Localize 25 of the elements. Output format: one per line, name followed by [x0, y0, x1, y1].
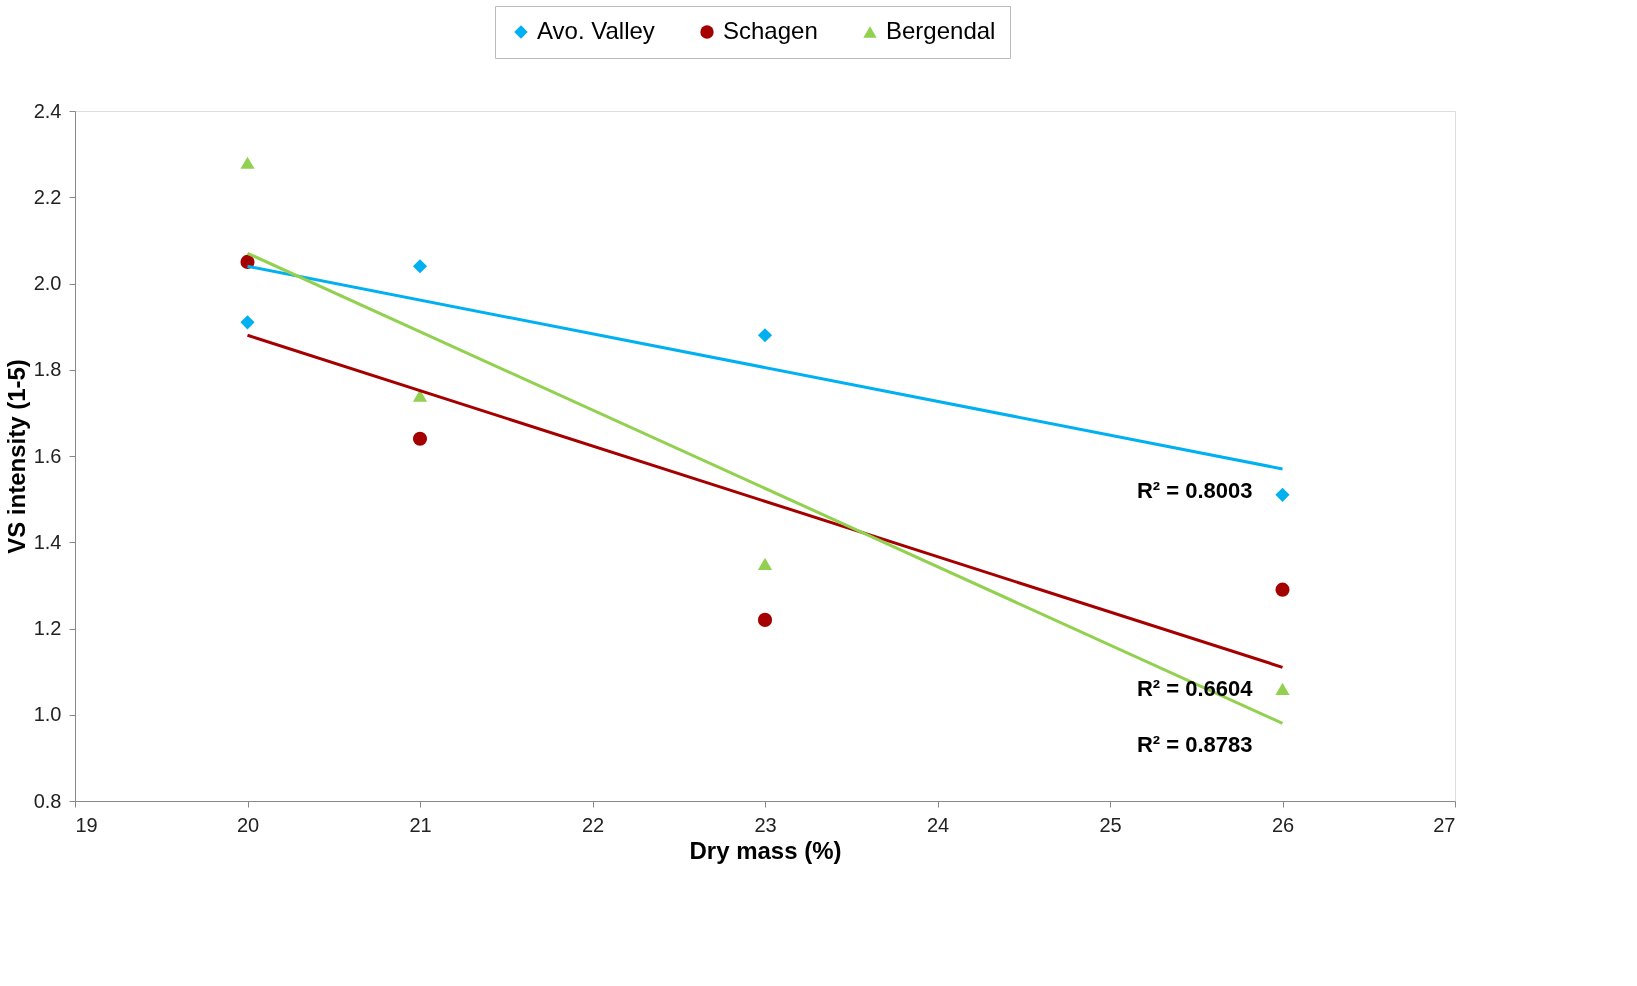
y-axis-title: VS intensity (1-5) [2, 359, 30, 554]
y-tick-label: 1.8 [33, 358, 62, 381]
y-tick-label: 0.8 [33, 789, 62, 812]
legend-label: Avo. Valley [537, 17, 655, 44]
x-tick-label: 20 [236, 813, 260, 836]
y-tick-label: 1.0 [33, 703, 62, 726]
legend-label: Schagen [723, 17, 818, 44]
x-tick-label: 23 [754, 813, 777, 836]
annotation: R² = 0.8783 [1136, 732, 1253, 758]
annotation: R² = 0.8003 [1136, 477, 1253, 503]
y-tick-label: 2.4 [33, 99, 62, 122]
y-tick-label: 2.0 [33, 272, 62, 294]
x-tick-label: 25 [1099, 813, 1122, 836]
y-tick-label: 2.2 [33, 185, 62, 208]
x-tick-label: 21 [409, 813, 432, 836]
x-tick-label: 26 [1271, 813, 1295, 836]
y-tick-label: 1.2 [33, 617, 62, 639]
x-tick-label: 27 [1433, 813, 1456, 836]
y-tick-label: 1.6 [33, 444, 62, 467]
x-axis-title: Dry mass (%) [689, 836, 842, 864]
x-tick-label: 19 [75, 813, 98, 836]
legend-label: Bergendal [886, 17, 996, 44]
x-tick-label: 24 [926, 813, 950, 836]
x-tick-label: 22 [581, 813, 605, 836]
y-tick-label: 1.4 [33, 530, 62, 553]
